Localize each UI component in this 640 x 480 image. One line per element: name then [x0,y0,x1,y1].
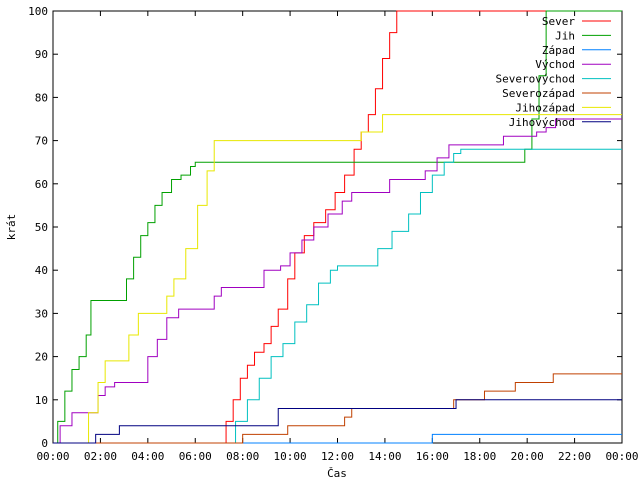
x-tick-label: 08:00 [226,450,259,463]
legend-label: Západ [542,44,575,57]
legend-label: Východ [535,58,575,71]
series-zapad-line [53,433,622,444]
y-tick-label: 10 [35,394,48,407]
x-tick-label: 04:00 [131,450,164,463]
legend-label: Severozápad [502,87,575,100]
y-tick-label: 30 [35,307,48,320]
x-tick-label: 14:00 [368,450,401,463]
y-tick-label: 40 [35,264,48,277]
x-tick-label: 00:00 [36,450,69,463]
legend-label: Jih [555,29,575,42]
x-tick-label: 16:00 [416,450,449,463]
legend-label: Jihozápad [515,101,575,114]
y-axis-label: krát [5,214,18,241]
x-tick-label: 10:00 [274,450,307,463]
y-tick-label: 20 [35,351,48,364]
legend-label: Severovýchod [496,73,575,86]
x-axis-label: Čas [327,467,347,480]
series-layer [53,10,622,444]
y-tick-label: 100 [28,5,48,18]
series-sever-line [53,10,622,444]
x-tick-label: 02:00 [84,450,117,463]
x-tick-label: 20:00 [511,450,544,463]
series-severovychod-line [53,148,622,444]
x-tick-label: 00:00 [605,450,638,463]
x-tick-label: 12:00 [321,450,354,463]
x-tick-label: 06:00 [179,450,212,463]
y-tick-label: 90 [35,48,48,61]
x-tick-label: 18:00 [463,450,496,463]
y-tick-label: 60 [35,178,48,191]
x-tick-label: 22:00 [558,450,591,463]
series-vychod-line [53,118,622,444]
axis-ticks: 00:00 02:00 04:00 06:00 08:00 10:00 12:00 14:00… [28,5,638,463]
legend-label: Jihovýchod [509,116,575,129]
series-jihovychod-line [53,399,622,444]
y-tick-label: 70 [35,135,48,148]
legend-label: Sever [542,15,575,28]
y-tick-label: 0 [41,437,48,450]
series-jihozapad-line [53,114,622,444]
y-tick-label: 80 [35,91,48,104]
series-jih-line [53,10,622,444]
y-tick-label: 50 [35,221,48,234]
